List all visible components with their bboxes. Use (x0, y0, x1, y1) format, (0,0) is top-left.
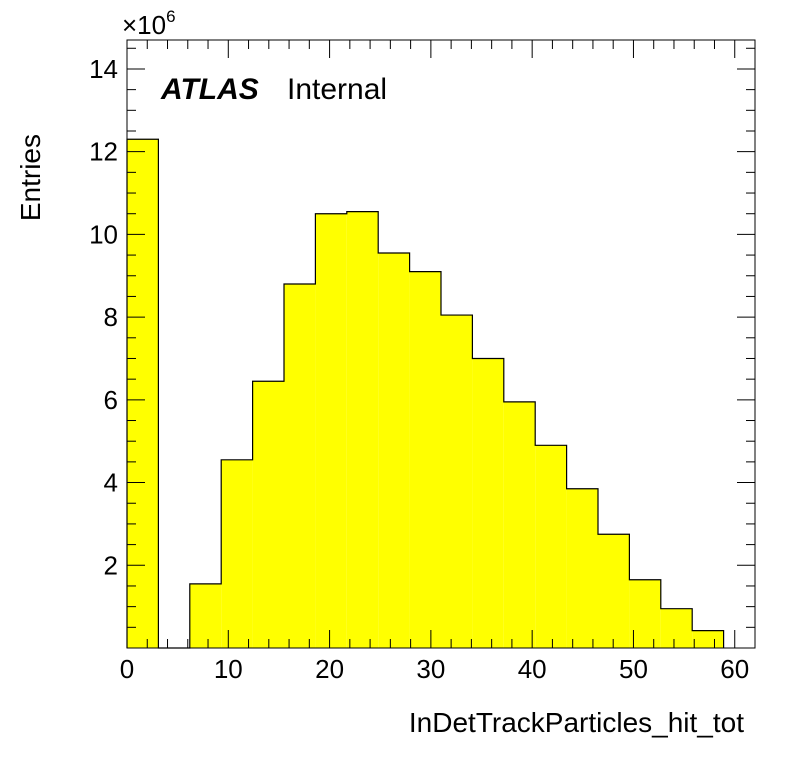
y-multiplier-label: ×106 (122, 7, 176, 40)
histogram-bar (566, 488, 598, 648)
y-tick-label: 4 (104, 468, 118, 498)
y-tick-label: 6 (104, 385, 118, 415)
histogram-bar (629, 579, 661, 648)
x-tick-label: 0 (120, 654, 134, 684)
x-tick-label: 50 (619, 654, 648, 684)
x-tick-label: 10 (214, 654, 243, 684)
histogram-bar (598, 534, 630, 648)
x-tick-labels: 0 10 20 30 40 50 60 (120, 654, 749, 684)
histogram-bar (503, 401, 536, 648)
histogram-bar (535, 445, 567, 648)
histogram-bar (692, 630, 724, 648)
internal-label: Internal (287, 73, 387, 106)
histogram-bar (378, 253, 410, 648)
histogram-bar (346, 211, 379, 649)
x-tick-label: 20 (315, 654, 344, 684)
histogram-bar (315, 213, 347, 648)
plot-frame (126, 39, 756, 649)
histogram-bar (409, 271, 441, 648)
histogram-bar (252, 381, 284, 648)
histogram-bar (441, 315, 473, 648)
y-tick-labels: 2 4 6 8 10 12 14 (89, 54, 118, 580)
y-axis-title: Entries (15, 134, 46, 221)
y-tick-label: 2 (104, 550, 118, 580)
y-tick-label: 8 (104, 302, 118, 332)
atlas-label: ATLAS (160, 73, 259, 106)
y-tick-label: 12 (89, 137, 118, 167)
histogram-bar (221, 459, 253, 648)
histogram-bar (189, 583, 222, 648)
histogram-bar (127, 139, 159, 648)
histogram-bar (660, 608, 693, 648)
x-tick-label: 30 (416, 654, 445, 684)
x-tick-label: 60 (720, 654, 749, 684)
histogram-bars (126, 138, 725, 649)
axis-ticks (126, 40, 756, 648)
histogram-outline (126, 138, 725, 649)
histogram-bar (284, 284, 316, 648)
y-tick-label: 14 (89, 54, 118, 84)
y-tick-label: 10 (89, 219, 118, 249)
histogram-bar (472, 358, 504, 648)
x-tick-label: 40 (518, 654, 547, 684)
x-axis-title: InDetTrackParticles_hit_tot (409, 707, 744, 738)
